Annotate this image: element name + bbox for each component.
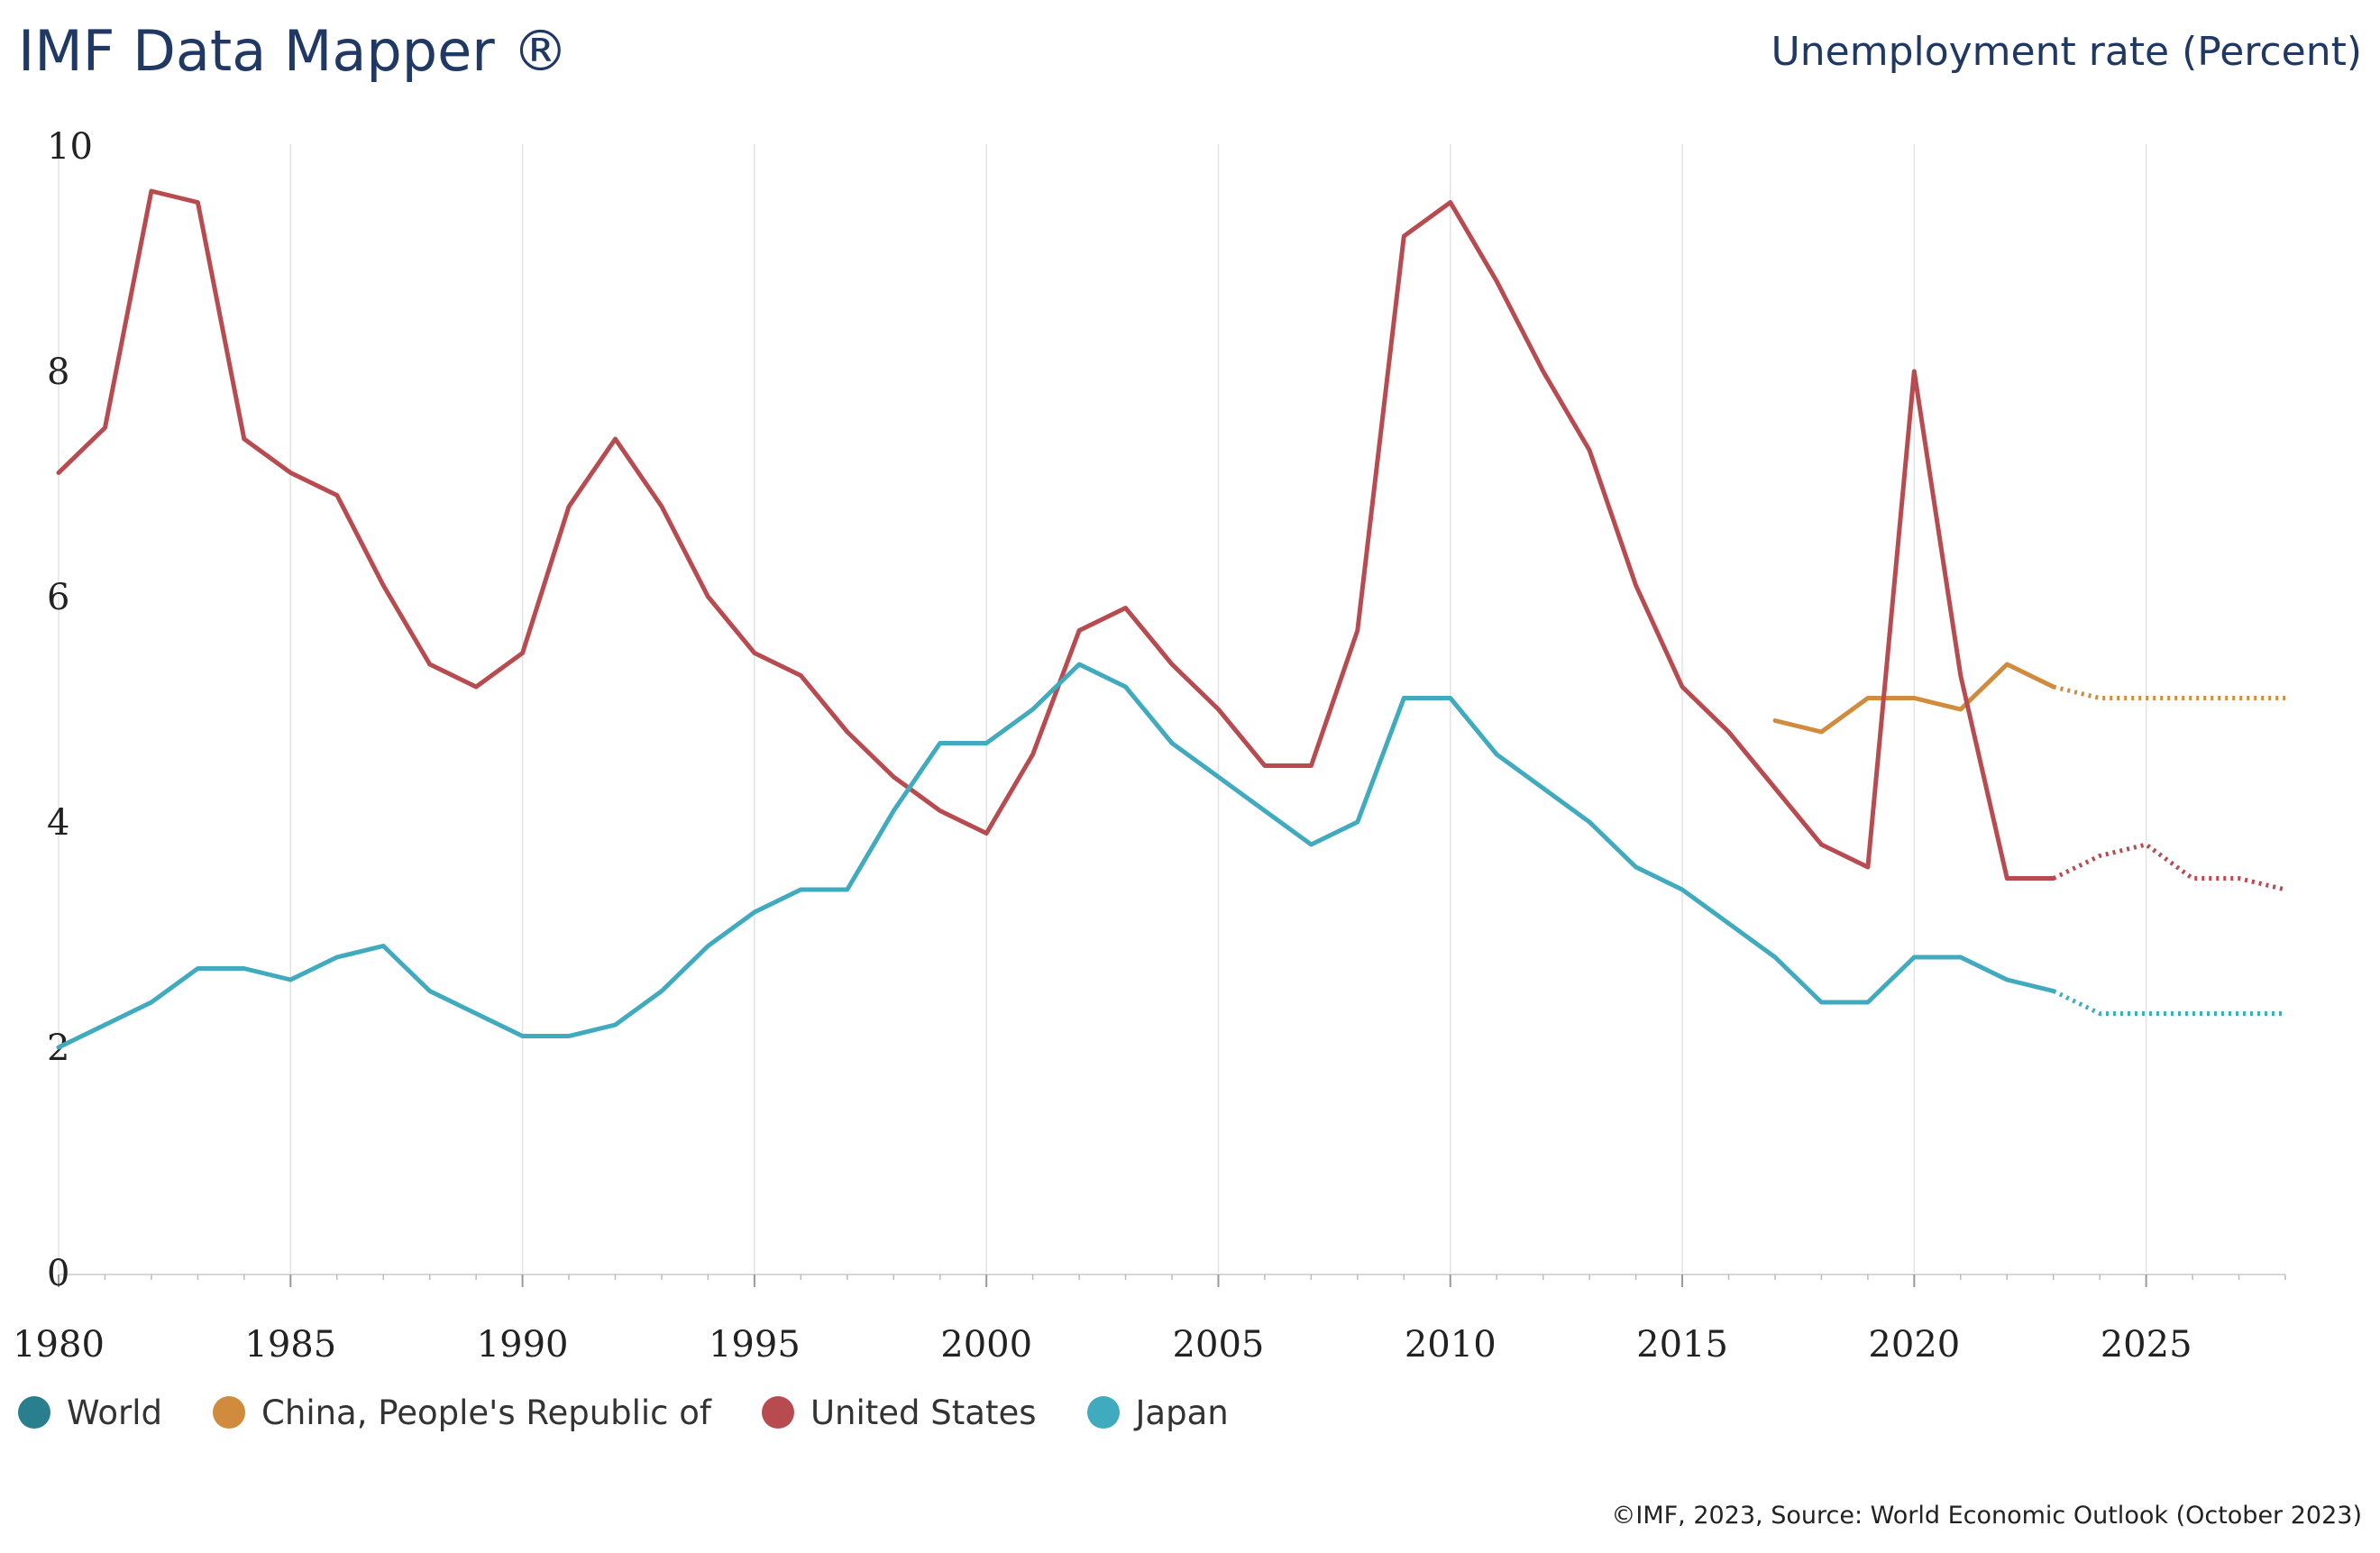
x-tick-label: 1995 <box>709 1324 801 1366</box>
legend-swatch <box>213 1396 246 1429</box>
x-tick-label: 1985 <box>244 1324 336 1366</box>
y-tick-label: 4 <box>47 802 69 844</box>
y-tick-label: 8 <box>47 352 69 393</box>
x-tick-label: 2015 <box>1636 1324 1728 1366</box>
page-title: IMF Data Mapper ® <box>18 18 569 84</box>
legend-swatch <box>18 1396 50 1429</box>
x-tick-label: 2025 <box>2101 1324 2192 1366</box>
legend-label: Japan <box>1135 1393 1229 1432</box>
legend-label: World <box>67 1393 163 1432</box>
series-lines <box>56 188 2286 1050</box>
series-projection-united-states[interactable] <box>2052 842 2286 892</box>
y-tick-label: 6 <box>47 577 69 618</box>
legend: World China, People's Republic of United… <box>18 1390 1279 1435</box>
x-tick-label: 2005 <box>1173 1324 1265 1366</box>
gridlines <box>58 144 2147 1273</box>
legend-item-united-states[interactable]: United States <box>761 1393 1037 1432</box>
legend-swatch <box>1086 1396 1120 1429</box>
series-projection-japan[interactable] <box>2052 989 2285 1016</box>
indicator-title: Unemployment rate (Percent) <box>1771 29 2362 75</box>
x-tick-label: 1980 <box>13 1324 105 1366</box>
series-line-united-states[interactable] <box>56 188 2056 881</box>
legend-item-japan[interactable]: Japan <box>1086 1393 1229 1432</box>
legend-swatch <box>761 1396 794 1429</box>
series-line-china-people-s-republic-of[interactable] <box>1772 662 2056 735</box>
x-tick-label: 2000 <box>940 1324 1032 1366</box>
series-projection-china-people-s-republic-of[interactable] <box>2053 684 2285 700</box>
source-credit: ©IMF, 2023, Source: World Economic Outlo… <box>1611 1502 2362 1530</box>
y-tick-label: 0 <box>47 1253 69 1294</box>
x-tick-label: 2020 <box>1868 1324 1960 1366</box>
legend-item-world[interactable]: World <box>18 1393 162 1432</box>
x-tick-label: 2010 <box>1405 1324 1497 1366</box>
x-tick-label: 1990 <box>477 1324 569 1366</box>
legend-label: China, People's Republic of <box>261 1393 711 1432</box>
axes: 1980 1985 1990 1995 2000 2005 2010 2015 2020 2025… <box>13 126 2286 1366</box>
series-line-japan[interactable] <box>56 662 2056 1050</box>
y-tick-label: 10 <box>47 126 93 168</box>
legend-label: United States <box>810 1393 1037 1432</box>
legend-item-china[interactable]: China, People's Republic of <box>213 1393 711 1432</box>
